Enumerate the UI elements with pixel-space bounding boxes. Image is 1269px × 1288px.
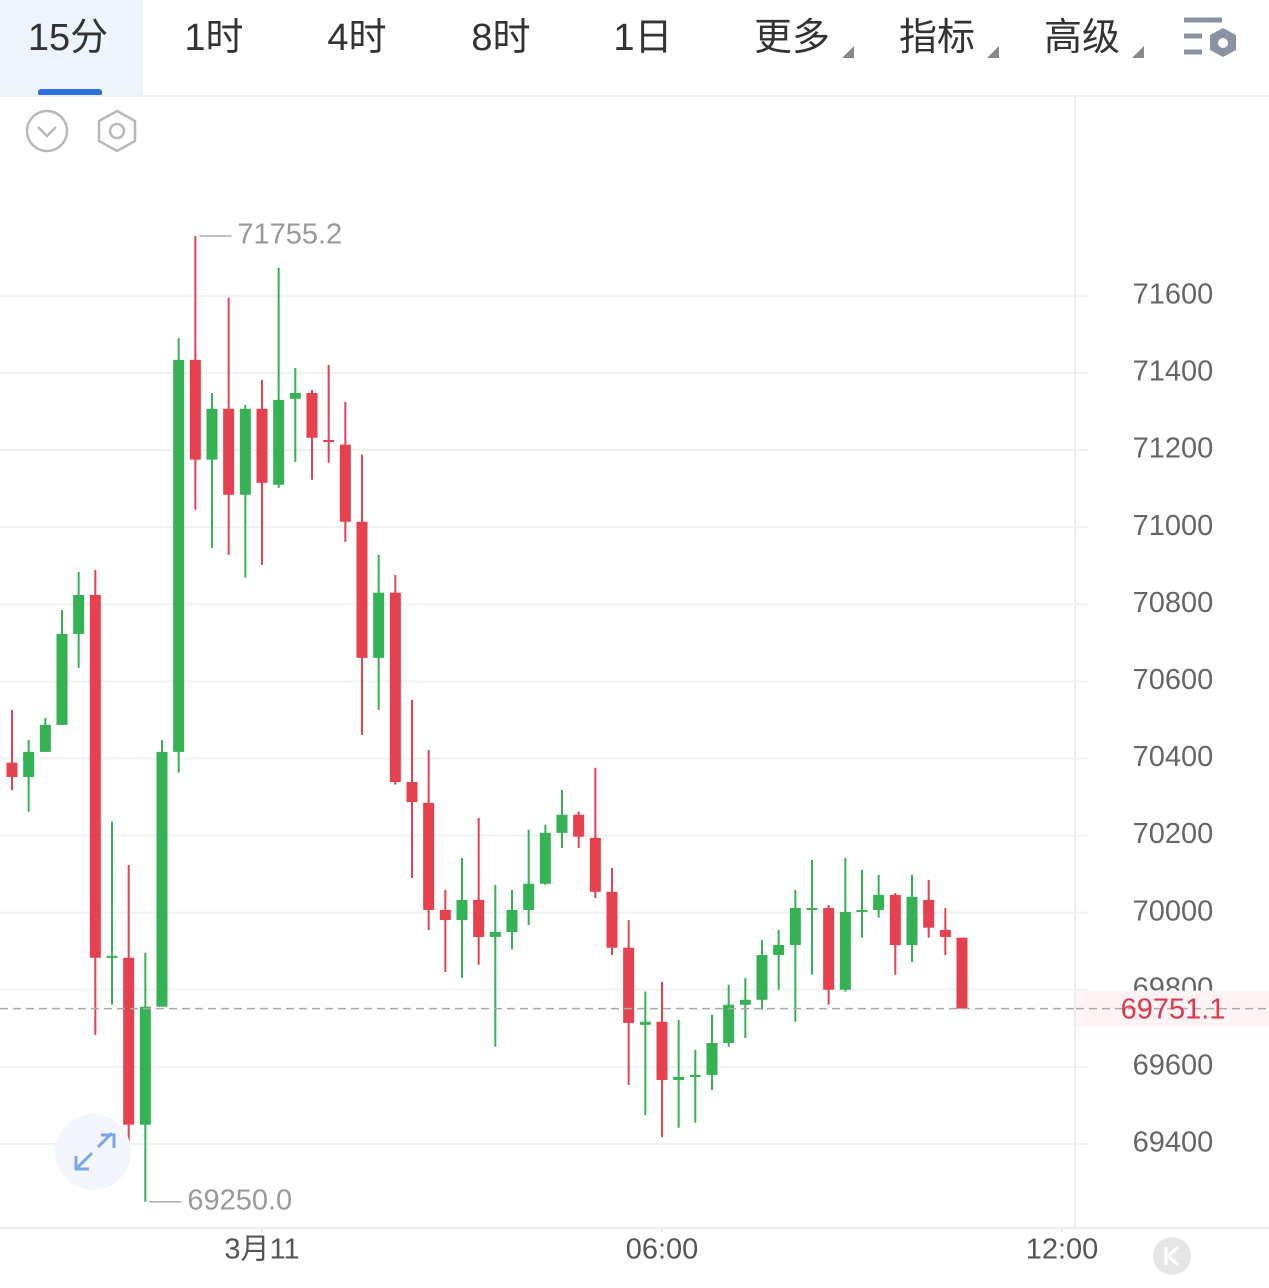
candle-body — [906, 896, 918, 946]
candle-body — [923, 899, 935, 928]
plot: 6940069600698007000070200704007060070800… — [0, 219, 1269, 1266]
active-tab-indicator — [38, 89, 102, 96]
candle-body — [173, 359, 185, 752]
candle-body — [573, 814, 585, 837]
x-tick-label: 3月11 — [224, 1234, 299, 1266]
candle-body — [873, 894, 885, 910]
candle-body — [806, 908, 818, 911]
candle-body — [889, 894, 901, 946]
dropdown-arrow — [842, 46, 854, 58]
candle-body — [156, 751, 168, 1007]
low-label: 69250.0 — [187, 1184, 292, 1216]
candle-body — [823, 908, 835, 990]
candle-body — [689, 1074, 701, 1077]
candle-body — [6, 762, 18, 777]
toolbar: 15分 1时 4时 8时 1日 更多 指标 高级 — [28, 17, 1144, 59]
candle-body — [206, 408, 218, 460]
y-tick-label: 71600 — [1133, 278, 1214, 310]
y-tick-label: 70400 — [1133, 741, 1214, 773]
y-tick-label: 70600 — [1133, 664, 1214, 696]
fullscreen-icon[interactable] — [55, 1114, 131, 1190]
x-tick-label: 06:00 — [626, 1234, 699, 1266]
candle-body — [373, 592, 385, 658]
candle-body — [256, 408, 268, 483]
candle-body — [556, 814, 568, 833]
x-tick-label: 12:00 — [1026, 1234, 1099, 1266]
tab[interactable]: 8时 — [471, 17, 530, 59]
tab[interactable]: 1时 — [184, 17, 243, 59]
candle-body — [723, 1004, 735, 1043]
y-tick-label: 70200 — [1133, 818, 1214, 850]
tab[interactable]: 1日 — [613, 17, 672, 59]
candle-body — [589, 837, 601, 892]
candle-body — [489, 931, 501, 937]
candle-body — [439, 909, 451, 920]
candle-body — [389, 592, 401, 782]
candle-body — [423, 802, 435, 910]
candle-body — [223, 408, 235, 495]
high-label: 71755.2 — [237, 219, 342, 251]
candle-body — [706, 1042, 718, 1075]
indicator-icon[interactable] — [97, 109, 137, 153]
y-tick-label: 71200 — [1133, 433, 1214, 465]
candle-body — [523, 883, 535, 910]
candle-body — [289, 392, 301, 399]
candle-body — [23, 751, 35, 777]
dropdown-arrow — [987, 46, 999, 58]
candle-body — [756, 955, 768, 1000]
candle-body — [839, 911, 851, 990]
candle-body — [356, 521, 368, 658]
candle-body — [56, 633, 68, 725]
candle-body — [239, 408, 251, 495]
y-tick-label: 71400 — [1133, 356, 1214, 388]
y-tick-label: 70800 — [1133, 587, 1214, 619]
active-tab-bg — [0, 0, 143, 95]
candle-body — [456, 899, 468, 920]
y-tick-label: 71000 — [1133, 510, 1214, 542]
candle-body — [856, 909, 868, 912]
candle-body — [306, 392, 318, 438]
candle-body — [189, 359, 201, 460]
y-tick-label: 70000 — [1133, 895, 1214, 927]
candle-body — [656, 1021, 668, 1080]
candle-body — [323, 440, 335, 443]
collapse-icon[interactable] — [25, 109, 69, 153]
candle-body — [673, 1076, 685, 1080]
candle-body — [773, 945, 785, 956]
y-tick-label: 69400 — [1133, 1127, 1214, 1159]
candle-body — [406, 781, 418, 803]
y-tick-label: 69600 — [1133, 1050, 1214, 1082]
candle-body — [139, 1006, 151, 1125]
tab[interactable]: 更多 — [754, 17, 830, 59]
dropdown-arrow — [1132, 46, 1144, 58]
candle-body — [639, 1021, 651, 1025]
candle-body — [789, 908, 801, 946]
last-price-label: 69751.1 — [1121, 993, 1226, 1025]
tab[interactable]: 15分 — [28, 17, 108, 59]
candle-body — [539, 832, 551, 884]
settings-icon[interactable] — [1184, 17, 1236, 57]
candle-body — [606, 891, 618, 948]
candle-body — [623, 947, 635, 1023]
candle-body — [73, 594, 85, 634]
tab[interactable]: 高级 — [1044, 17, 1120, 59]
candle-body — [106, 955, 118, 958]
candle-body — [123, 957, 135, 1125]
candle-body — [473, 899, 485, 937]
tab[interactable]: 指标 — [899, 17, 975, 59]
candle-body — [956, 937, 968, 1009]
candle-body — [339, 444, 351, 522]
candle-body — [89, 594, 101, 958]
candle-body — [506, 909, 518, 932]
candle-body — [739, 999, 751, 1005]
candle-body — [39, 724, 51, 752]
k-button[interactable] — [1153, 1237, 1191, 1275]
candle-body — [939, 930, 951, 937]
tab[interactable]: 4时 — [327, 17, 386, 59]
candle-body — [273, 399, 285, 485]
